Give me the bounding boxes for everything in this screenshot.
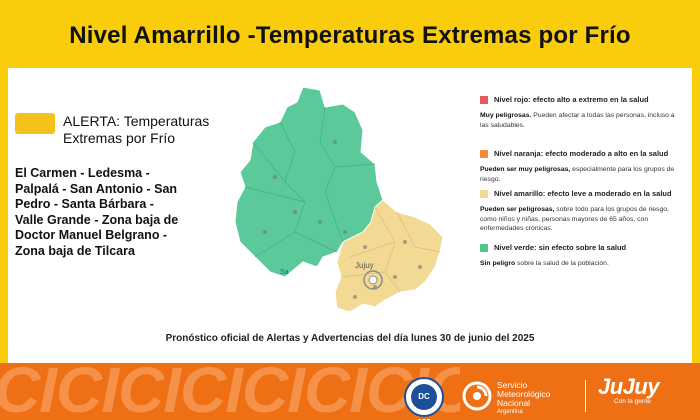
map-region-green [234, 86, 384, 278]
jujuy-alert-map: Jujuy Sa [234, 86, 444, 313]
affected-areas: El Carmen - Ledesma - Palpalá - San Anto… [15, 166, 179, 258]
legend-swatch-red [480, 95, 488, 104]
legend-desc: Pueden ser muy peligrosas, especialmente… [480, 166, 675, 183]
legend-desc: Pueden ser peligrosas, sobre todo para l… [480, 206, 669, 232]
legend-desc: Sin peligro sobre la salud de la poblaci… [480, 260, 609, 267]
capital-marker [363, 270, 383, 290]
map-label-jujuy: Jujuy [355, 261, 374, 270]
legend-swatch-green [480, 243, 488, 252]
page-title: Nivel Amarrillo -Temperaturas Extremas p… [69, 22, 631, 49]
smn-logo-icon [462, 381, 492, 411]
forecast-caption: Pronóstico oficial de Alertas y Adverten… [165, 333, 535, 344]
map-label-partial: Sa [280, 269, 289, 276]
legend-item-yellow: Nivel amarillo: efecto leve a moderado e… [480, 189, 685, 234]
civil-defense-logo-text: DC 103 [411, 384, 437, 420]
map-region-yellow [334, 199, 444, 313]
legend-title: Nivel verde: sin efecto sobre la salud [494, 243, 627, 252]
right-border [692, 0, 700, 420]
legend-title: Nivel naranja: efecto moderado a alto en… [494, 149, 669, 158]
legend-title: Nivel rojo: efecto alto a extremo en la … [494, 95, 649, 104]
legend-desc: Muy peligrosas. Pueden afectar a todas l… [480, 112, 675, 129]
title-band [0, 0, 700, 68]
legend-swatch-yellow [480, 189, 488, 198]
civil-defense-logo: DC 103 [404, 377, 444, 420]
alert-color-swatch [15, 113, 55, 134]
legend-item-orange: Nivel naranja: efecto moderado a alto en… [480, 149, 685, 184]
jujuy-tagline: Con la gente [614, 398, 651, 405]
legend-title: Nivel amarillo: efecto leve a moderado e… [494, 189, 672, 198]
legend-item-red: Nivel rojo: efecto alto a extremo en la … [480, 95, 685, 130]
alert-label: ALERTA: Temperaturas Extremas por Frío [63, 113, 210, 146]
smn-logo-text: Servicio Meteorológico Nacional Argentin… [497, 380, 551, 416]
left-border [0, 0, 8, 420]
footer-band: CICICICICICICICICI [0, 363, 700, 420]
footer-pattern: CICICICICICICICICI [0, 363, 460, 420]
legend-swatch-orange [480, 149, 488, 158]
logo-divider [585, 380, 586, 412]
jujuy-logo: JuJuy [598, 374, 660, 399]
legend-item-green: Nivel verde: sin efecto sobre la salud S… [480, 243, 685, 269]
